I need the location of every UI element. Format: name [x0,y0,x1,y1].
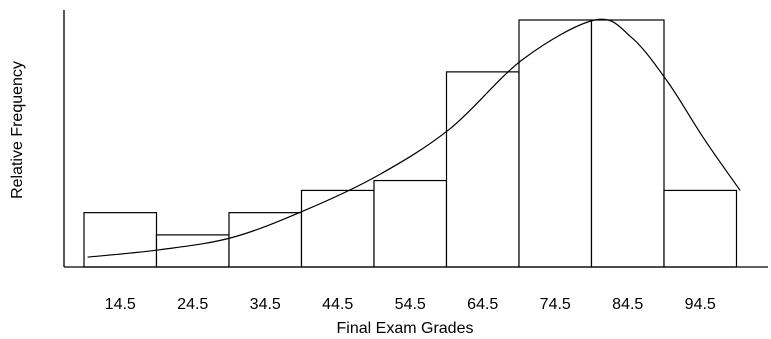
x-tick-label: 54.5 [395,296,426,313]
x-tick-label: 44.5 [322,296,353,313]
bar-34-5 [228,212,303,268]
x-tick-label: 94.5 [685,296,716,313]
x-tick-label: 64.5 [467,296,498,313]
bar-44-5 [300,189,375,268]
bar-14-5 [83,212,158,268]
x-tick-label: 74.5 [540,296,571,313]
bar-94-5 [663,189,738,268]
bar-24-5 [155,234,230,268]
bar-84-5 [590,19,665,268]
bar-74-5 [518,19,593,268]
x-tick-label: 24.5 [177,296,208,313]
x-tick-label: 34.5 [250,296,281,313]
bars-group [83,19,738,268]
bar-54-5 [373,179,448,268]
x-tick-label: 14.5 [105,296,136,313]
density-curve [87,18,741,258]
x-tick-labels: 14.5 24.5 34.5 44.5 54.5 64.5 74.5 84.5 94.5 [105,296,716,313]
y-axis-label: Relative Frequency [9,61,26,199]
x-axis-label: Final Exam Grades [337,320,474,337]
x-tick-label: 84.5 [612,296,643,313]
bar-64-5 [445,71,520,268]
